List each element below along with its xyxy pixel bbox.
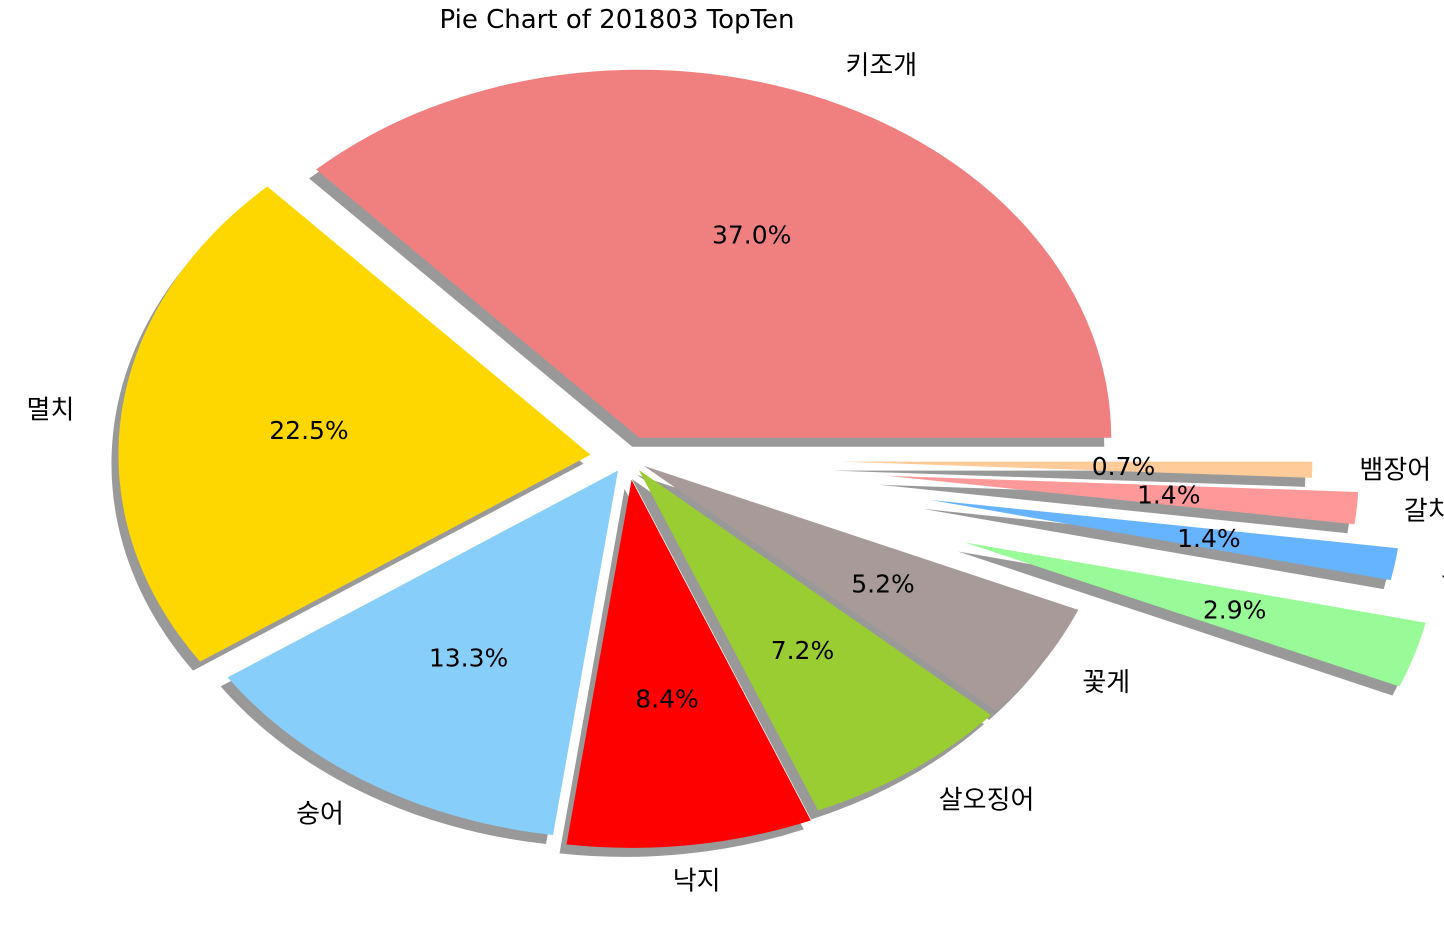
slice-1-wedge [316,69,1112,438]
slice-9-category-label: 갈치류 [1404,496,1444,526]
slice-4-percent-label: 8.4% [635,684,699,713]
slice-8-wedge [930,499,1398,581]
slice-4-wedge [566,479,811,848]
slice-2-wedge [118,186,591,662]
slice-10-percent-label: 0.7% [1092,452,1156,481]
slice-9-wedge [886,475,1359,525]
pie-slices [118,69,1426,848]
slice-1-percent-label: 37.0% [712,221,791,250]
slice-6-percent-label: 5.2% [851,570,915,599]
slice-5-percent-label: 7.2% [771,636,835,665]
slice-9-percent-label: 1.4% [1137,481,1201,510]
slice-1-category-label: 키조개 [845,51,917,81]
slice-8-shadow [923,508,1391,590]
slice-3-category-label: 숭어 [296,799,344,829]
slice-6-category-label: 꽃게 [1082,668,1130,698]
slice-8-percent-label: 1.4% [1177,524,1241,553]
slice-7-percent-label: 2.9% [1203,596,1267,625]
slice-10-shadow [833,470,1306,487]
slice-2-percent-label: 22.5% [269,416,348,445]
slice-3-wedge [227,470,619,835]
slice-4-category-label: 낙지 [673,867,721,897]
slice-7-wedge [965,542,1426,687]
slice-10-wedge [840,461,1313,478]
slice-3-percent-label: 13.3% [429,644,508,673]
slice-2-category-label: 멸치 [27,395,75,425]
slice-6-wedge [643,465,1079,711]
slice-5-category-label: 살오징어 [939,785,1035,815]
slice-8-category-label: 고등어 [1441,556,1444,586]
slice-labels: 37.0% 키조개 22.5% 멸치 13.3% 숭어 8.4% 낙지 7.2% 살오징어 5.2%… [27,51,1444,896]
slice-5-wedge [638,470,991,811]
chart-title: Pie Chart of 201803 TopTen [440,5,795,35]
slice-10-category-label: 뱀장어 [1359,456,1431,486]
slice-7-shadow [958,551,1419,696]
slice-9-shadow [879,484,1352,534]
